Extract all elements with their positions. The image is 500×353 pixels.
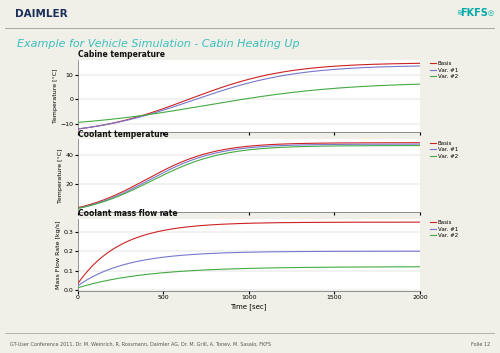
Y-axis label: Temperature [°C]: Temperature [°C] [58, 148, 62, 203]
Text: FKFS: FKFS [460, 8, 487, 18]
Legend: Basis, Var. #1, Var. #2: Basis, Var. #1, Var. #2 [430, 220, 458, 238]
Y-axis label: Temperature [°C]: Temperature [°C] [52, 69, 58, 124]
X-axis label: Time [sec]: Time [sec] [230, 139, 267, 146]
X-axis label: Time [sec]: Time [sec] [230, 303, 267, 310]
Text: DAIMLER: DAIMLER [15, 8, 68, 19]
Text: Folie 12: Folie 12 [471, 342, 490, 347]
Legend: Basis, Var. #1, Var. #2: Basis, Var. #1, Var. #2 [430, 141, 458, 158]
Text: ≋: ≋ [456, 8, 463, 17]
Text: GT-User Conference 2011, Dr. M. Weinrich, R. Rossmann, Daimler AG, Dr. M. Grill,: GT-User Conference 2011, Dr. M. Weinrich… [10, 342, 271, 347]
Text: Example for Vehicle Simulation - Cabin Heating Up: Example for Vehicle Simulation - Cabin H… [17, 39, 300, 49]
X-axis label: Time [sec]: Time [sec] [230, 219, 267, 226]
Text: ◎: ◎ [488, 10, 494, 16]
Text: Coolant temperature: Coolant temperature [78, 130, 168, 139]
Text: Coolant mass flow rate: Coolant mass flow rate [78, 209, 177, 218]
Legend: Basis, Var. #1, Var. #2: Basis, Var. #1, Var. #2 [430, 61, 458, 79]
Text: Cabine temperature: Cabine temperature [78, 50, 164, 59]
Y-axis label: Mass Flow Rate [kg/s]: Mass Flow Rate [kg/s] [56, 221, 60, 289]
